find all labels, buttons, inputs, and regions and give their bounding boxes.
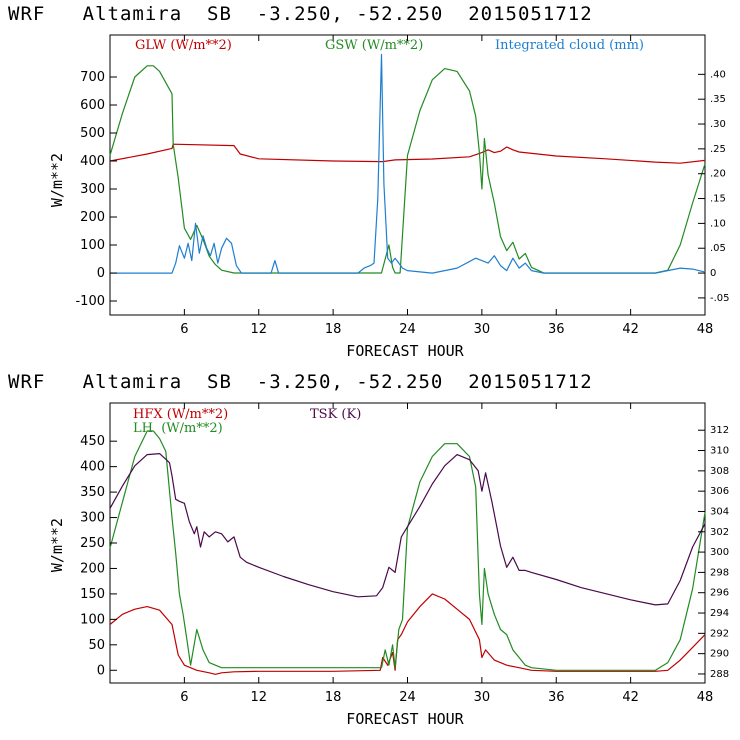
x-tick-label: 12 bbox=[250, 322, 267, 337]
y-tick-label: -100 bbox=[75, 294, 105, 309]
y2-tick-label: 288 bbox=[710, 669, 729, 680]
x-tick-label: 24 bbox=[399, 690, 416, 705]
y-tick-label: 150 bbox=[80, 587, 105, 602]
bottom-panel-title: WRF Altamira SB -3.250, -52.250 20150517… bbox=[8, 371, 593, 393]
x-tick-label: 42 bbox=[622, 322, 639, 337]
bottom-x-axis-label: FORECAST HOUR bbox=[346, 710, 464, 728]
y2-tick-label: -.05 bbox=[710, 293, 730, 304]
x-tick-label: 6 bbox=[180, 322, 188, 337]
bottom-x-axis: 6 12 18 24 30 36 42 48 bbox=[180, 403, 713, 705]
series-line-integrated bbox=[110, 53, 706, 274]
top-y-axis: -100 0 100 200 300 400 500 600 700 bbox=[75, 70, 117, 309]
y2-tick-label: 300 bbox=[710, 547, 729, 558]
top-y-axis-label: W/m**2 bbox=[48, 153, 66, 207]
y-tick-label: 200 bbox=[80, 210, 105, 225]
x-tick-label: 42 bbox=[622, 690, 639, 705]
series-line-gsw bbox=[109, 65, 706, 274]
bottom-legend-tsk: TSK (K) bbox=[310, 407, 361, 422]
y-tick-label: 350 bbox=[80, 485, 105, 500]
y-tick-label: 200 bbox=[80, 561, 105, 576]
y2-tick-label: .05 bbox=[710, 243, 726, 254]
top-legend-gsw: GSW (W/m**2) bbox=[325, 38, 423, 53]
y2-tick-label: 290 bbox=[710, 649, 729, 660]
y-tick-label: 0 bbox=[97, 266, 105, 281]
y-tick-label: 700 bbox=[80, 70, 105, 85]
bottom-panel: WRF Altamira SB -3.250, -52.250 20150517… bbox=[8, 371, 729, 728]
x-tick-label: 48 bbox=[697, 322, 714, 337]
y2-tick-label: 302 bbox=[710, 527, 729, 538]
y-tick-label: 0 bbox=[97, 663, 105, 678]
y-tick-label: 100 bbox=[80, 612, 105, 627]
top-panel: WRF Altamira SB -3.250, -52.250 20150517… bbox=[8, 3, 730, 360]
x-tick-label: 48 bbox=[697, 690, 714, 705]
top-series-layer bbox=[109, 53, 706, 274]
y2-tick-label: 312 bbox=[710, 425, 729, 436]
series-line-hfx bbox=[109, 593, 706, 675]
y-tick-label: 50 bbox=[88, 638, 105, 653]
top-panel-title: WRF Altamira SB -3.250, -52.250 20150517… bbox=[8, 3, 593, 25]
top-legend-cloud: Integrated cloud (mm) bbox=[495, 38, 644, 53]
y-tick-label: 500 bbox=[80, 126, 105, 141]
y-tick-label: 300 bbox=[80, 511, 105, 526]
y-tick-label: 300 bbox=[80, 182, 105, 197]
bottom-y-axis-label: W/m**2 bbox=[48, 518, 66, 572]
y2-tick-label: 304 bbox=[710, 506, 729, 517]
y2-tick-label: 306 bbox=[710, 486, 729, 497]
x-tick-label: 30 bbox=[474, 690, 491, 705]
y2-tick-label: 296 bbox=[710, 588, 729, 599]
y2-tick-label: 298 bbox=[710, 567, 729, 578]
x-tick-label: 36 bbox=[548, 690, 565, 705]
top-x-axis: 6 12 18 24 30 36 42 48 bbox=[180, 35, 713, 337]
y2-tick-label: .30 bbox=[710, 119, 726, 130]
x-tick-label: 36 bbox=[548, 322, 565, 337]
series-line-tsk bbox=[109, 453, 706, 606]
y2-tick-label: .35 bbox=[710, 94, 726, 105]
bottom-y-axis: 0 50 100 150 200 250 300 350 400 450 bbox=[80, 434, 117, 678]
top-y2-axis: -.05 0 .05 .10 .15 .20 .25 .30 .35 .40 bbox=[698, 69, 730, 304]
x-tick-label: 12 bbox=[250, 690, 267, 705]
y2-tick-label: 308 bbox=[710, 466, 729, 477]
top-legend-glw: GLW (W/m**2) bbox=[135, 38, 232, 53]
top-x-axis-label: FORECAST HOUR bbox=[346, 342, 464, 360]
y2-tick-label: .20 bbox=[710, 169, 726, 180]
y-tick-label: 400 bbox=[80, 154, 105, 169]
y2-tick-label: 310 bbox=[710, 446, 729, 457]
bottom-series-layer bbox=[109, 430, 706, 675]
bottom-legend-lh: LH (W/m**2) bbox=[133, 421, 223, 436]
x-tick-label: 18 bbox=[325, 322, 342, 337]
bottom-legend-hfx: HFX (W/m**2) bbox=[133, 407, 228, 422]
y2-tick-label: .10 bbox=[710, 218, 726, 229]
y-tick-label: 100 bbox=[80, 238, 105, 253]
y2-tick-label: .40 bbox=[710, 69, 726, 80]
x-tick-label: 24 bbox=[399, 322, 416, 337]
x-tick-label: 30 bbox=[474, 322, 491, 337]
y2-tick-label: 294 bbox=[710, 608, 729, 619]
series-line-glw bbox=[109, 143, 706, 164]
y-tick-label: 400 bbox=[80, 460, 105, 475]
series-line-lh bbox=[109, 430, 706, 671]
x-tick-label: 18 bbox=[325, 690, 342, 705]
bottom-y2-axis: 288 290 292 294 296 298 300 302 304 306 308 310 312 bbox=[698, 425, 729, 680]
y2-tick-label: .15 bbox=[710, 194, 726, 205]
y2-tick-label: 0 bbox=[710, 268, 716, 279]
y-tick-label: 450 bbox=[80, 434, 105, 449]
y2-tick-label: .25 bbox=[710, 144, 726, 155]
y2-tick-label: 292 bbox=[710, 628, 729, 639]
x-tick-label: 6 bbox=[180, 690, 188, 705]
y-tick-label: 600 bbox=[80, 98, 105, 113]
y-tick-label: 250 bbox=[80, 536, 105, 551]
